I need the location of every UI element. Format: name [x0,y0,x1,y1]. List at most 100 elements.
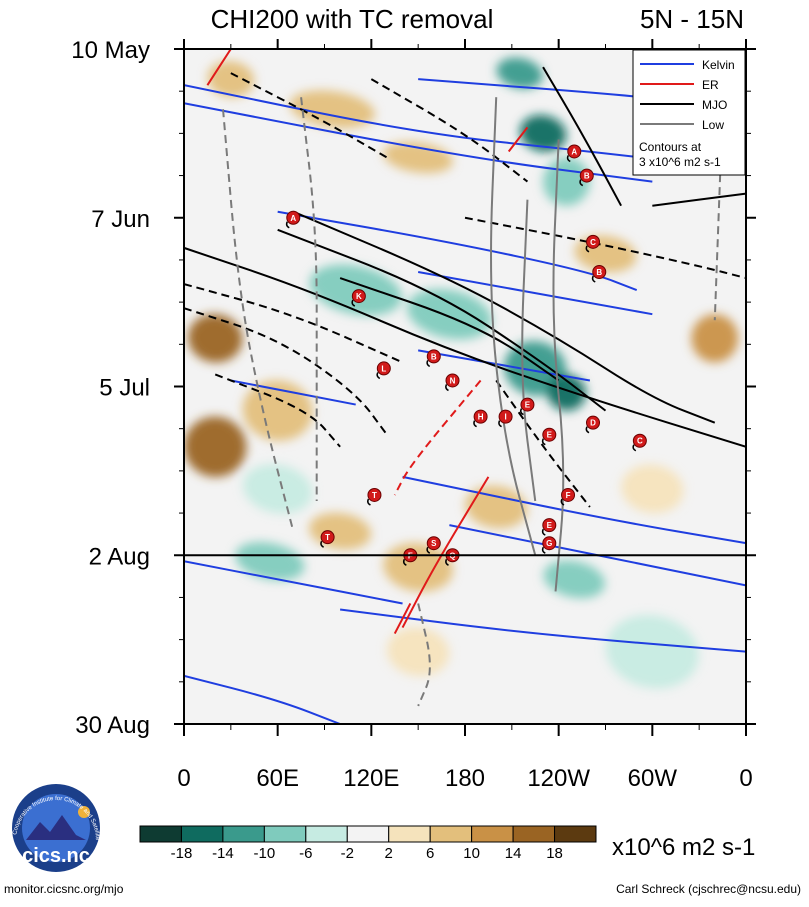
colorbar-swatch-7 [429,825,473,843]
logo-mountains [26,815,86,840]
tc-marker-letter-18: T [325,533,330,542]
anomaly-blob-0 [184,416,247,477]
anomaly-blob-17 [519,115,567,152]
tc-marker-letter-3: C [590,238,596,247]
contour-mjo-18 [292,210,716,424]
anomaly-blob-23 [242,464,313,514]
colorbar-label-5: 2 [385,845,393,862]
tc-marker-dot-2 [286,210,301,225]
contour-er-14 [401,476,490,629]
anomaly-blob-21 [605,614,699,689]
tc-marker-swirl-3 [585,245,590,253]
tc-marker-letter-2: A [290,214,296,223]
legend-note-line-2: 3 x10^6 m2 s-1 [639,155,721,169]
tc-marker-dot-3 [586,234,601,249]
tc-marker-dot-0 [567,144,582,159]
x-tick-label-1: 60E [256,765,299,792]
contour-low-34 [300,97,318,502]
anomaly-blob-1 [187,314,243,363]
colorbar-label-7: 10 [463,845,480,862]
colorbar-label-8: 14 [505,845,522,862]
tc-marker-dot-17 [542,518,557,533]
colorbar-label-4: -2 [341,845,354,862]
contour-low-32 [521,199,537,502]
colorbar-swatch-1 [180,825,224,843]
footer-url: monitor.cicsnc.org/mjo [4,882,124,896]
x-tick-label-5: 60W [628,765,678,792]
tc-marker-dot-6 [426,349,441,364]
tc-marker-swirl-19 [541,546,546,554]
contour-kelvin-10 [339,608,746,653]
anomaly-blob-9 [387,627,450,676]
tc-marker-letter-0: A [571,147,577,156]
tc-marker-dot-5 [351,289,366,304]
tc-marker-swirl-2 [285,221,290,229]
tc-marker-16: T [367,487,382,506]
tc-marker-13: E [541,427,557,446]
tc-marker-swirl-9 [520,408,524,416]
colorbar-swatch-9 [512,825,556,843]
x-tick-label-4: 120W [527,765,590,792]
contour-mjo-24 [184,307,388,436]
contour-kelvin-7 [402,475,746,545]
tc-marker-18: T [320,530,335,548]
anomaly-blob-10 [465,485,528,529]
contour-er-16 [393,379,482,496]
tc-marker-letter-5: K [356,292,362,301]
legend-label-mjo: MJO [702,98,727,112]
x-axis: 0 60E 120E 180 120W 60W 0 [177,39,753,792]
tc-marker-letter-8: N [450,376,456,385]
colorbar-swatch-0 [139,825,182,843]
contour-low-31 [552,139,565,592]
anomaly-blob-5 [383,141,454,174]
tc-marker-dot-13 [542,427,557,442]
anomaly-blob-11 [621,464,684,514]
contour-mjo-29 [230,72,388,159]
chart-title: CHI200 with TC removal [211,4,494,34]
tc-marker-swirl-20 [426,546,431,554]
contour-mjo-20 [339,277,560,382]
tc-marker-dot-20 [426,536,441,551]
contour-kelvin-8 [449,524,746,587]
y-tick-label-1: 7 Jun [91,206,150,233]
tc-marker-swirl-5 [351,299,356,307]
tc-marker-dot-15 [561,487,576,502]
contour-mjo-19 [277,228,607,412]
contour-kelvin-0 [184,84,746,171]
legend-label-er: ER [702,78,719,92]
tc-marker-14: C [632,433,647,452]
colorbar-swatch-6 [388,825,431,843]
tc-marker-swirl-11 [498,420,502,428]
tc-marker-swirl-12 [585,426,590,434]
anomaly-blob-18 [496,57,543,89]
colorbar-label-6: 6 [426,845,434,862]
tc-marker-letter-15: F [566,491,571,500]
colorbar-swatch-5 [346,825,390,843]
tc-marker-dot-10 [473,409,488,424]
colorbar: -18 -14 -10 -6 -2 2 6 10 14 18 [139,825,597,862]
tc-marker-swirl-16 [367,498,371,506]
colorbar-swatch-10 [554,825,597,843]
anomaly-blob-20 [235,542,305,581]
contour-low-33 [222,109,295,532]
tc-marker-swirl-0 [566,155,571,163]
contour-lines [184,49,746,724]
tc-marker-swirl-7 [376,372,381,380]
tc-marker-0: A [566,144,582,163]
tc-marker-letter-12: D [590,419,596,428]
tc-marker-dot-14 [632,433,647,448]
legend-label-kelvin: Kelvin [702,58,735,72]
tc-marker-swirl-6 [426,360,431,368]
tc-marker-letter-13: E [547,431,553,440]
tc-marker-19: G [541,536,557,554]
tc-marker-swirl-10 [473,420,477,428]
contour-kelvin-5 [417,349,591,382]
contour-er-15 [393,603,412,635]
colorbar-units: x10^6 m2 s-1 [612,834,755,861]
tc-marker-3: C [585,234,601,253]
tc-marker-20: S [426,536,441,554]
y-tick-label-4: 30 Aug [75,712,150,739]
tc-marker-10: H [473,409,488,428]
tc-marker-dot-1 [579,168,594,183]
tc-marker-letter-10: H [478,413,484,422]
